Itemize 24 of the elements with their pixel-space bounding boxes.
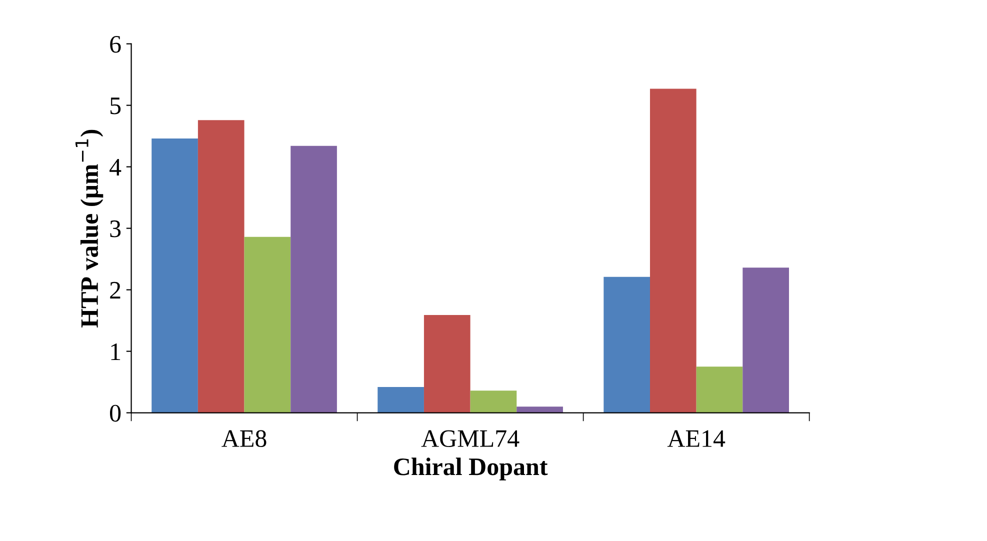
bar bbox=[696, 366, 743, 413]
y-tick-label: 3 bbox=[110, 220, 121, 238]
y-tick-label: 2 bbox=[110, 282, 120, 298]
x-tick-label: AE14 bbox=[667, 430, 726, 447]
bar bbox=[742, 268, 789, 413]
y-tick-label: 4 bbox=[110, 159, 122, 176]
y-axis-title: HTP value (μm$^{−1}$) bbox=[75, 130, 104, 328]
bar bbox=[378, 386, 424, 413]
y-tick-label: 6 bbox=[110, 36, 121, 53]
y-tick-label: 0 bbox=[110, 404, 121, 422]
bar bbox=[516, 406, 563, 413]
bar bbox=[290, 146, 337, 413]
x-axis-title: Chiral Dopant bbox=[394, 458, 548, 480]
bar bbox=[470, 390, 517, 413]
x-tick-label: AGML74 bbox=[421, 430, 520, 448]
bar bbox=[152, 138, 198, 413]
bar bbox=[604, 276, 650, 413]
bar bbox=[244, 236, 291, 413]
bar bbox=[650, 88, 696, 413]
y-tick-label: 1 bbox=[111, 343, 120, 360]
bar bbox=[424, 315, 470, 413]
x-tick-label: AE8 bbox=[222, 430, 266, 448]
bar bbox=[198, 120, 244, 413]
y-tick-label: 5 bbox=[110, 98, 121, 114]
